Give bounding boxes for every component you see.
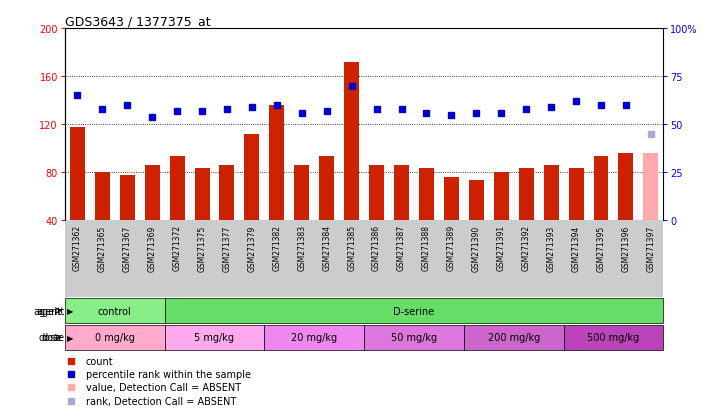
Text: GSM271379: GSM271379 <box>247 225 257 271</box>
Text: GSM271382: GSM271382 <box>273 225 281 271</box>
Bar <box>265 325 364 350</box>
Text: GSM271377: GSM271377 <box>223 225 231 271</box>
Text: count: count <box>86 356 113 366</box>
Bar <box>219 166 234 221</box>
Bar <box>344 62 359 221</box>
Bar <box>70 127 85 221</box>
Text: ▶: ▶ <box>67 333 74 342</box>
Text: GSM271390: GSM271390 <box>472 225 481 271</box>
Text: GSM271389: GSM271389 <box>447 225 456 271</box>
Bar <box>244 135 260 221</box>
Text: GSM271362: GSM271362 <box>73 225 82 271</box>
Text: GSM271391: GSM271391 <box>497 225 505 271</box>
Bar <box>564 325 663 350</box>
Bar <box>145 166 159 221</box>
Text: control: control <box>98 306 132 316</box>
Text: GDS3643 / 1377375_at: GDS3643 / 1377375_at <box>65 15 211 28</box>
Text: GSM271372: GSM271372 <box>172 225 182 271</box>
Text: GSM271383: GSM271383 <box>297 225 306 271</box>
Bar <box>270 106 284 221</box>
Text: GSM271387: GSM271387 <box>397 225 406 271</box>
Text: GSM271365: GSM271365 <box>98 225 107 271</box>
Text: GSM271369: GSM271369 <box>148 225 156 271</box>
Text: dose: dose <box>38 332 61 343</box>
Bar <box>419 168 434 221</box>
Text: 200 mg/kg: 200 mg/kg <box>487 332 540 343</box>
Text: GSM271392: GSM271392 <box>522 225 531 271</box>
Bar <box>619 154 634 221</box>
Text: D-serine: D-serine <box>394 306 435 316</box>
Text: 5 mg/kg: 5 mg/kg <box>195 332 234 343</box>
Bar <box>319 156 335 221</box>
Bar <box>544 166 559 221</box>
Text: 500 mg/kg: 500 mg/kg <box>588 332 640 343</box>
Text: 50 mg/kg: 50 mg/kg <box>391 332 437 343</box>
Bar <box>364 325 464 350</box>
Text: 0 mg/kg: 0 mg/kg <box>95 332 135 343</box>
Text: value, Detection Call = ABSENT: value, Detection Call = ABSENT <box>86 382 241 392</box>
Bar <box>464 325 564 350</box>
Bar <box>120 176 135 221</box>
Bar <box>65 299 164 323</box>
Text: GSM271386: GSM271386 <box>372 225 381 271</box>
Text: GSM271393: GSM271393 <box>547 225 556 271</box>
Bar <box>294 166 309 221</box>
Bar <box>195 168 210 221</box>
Bar <box>95 173 110 221</box>
Text: agent: agent <box>37 306 65 316</box>
Bar <box>164 299 663 323</box>
Text: GSM271385: GSM271385 <box>347 225 356 271</box>
Bar <box>444 178 459 221</box>
Text: GSM271394: GSM271394 <box>572 225 580 271</box>
Text: agent: agent <box>33 306 61 316</box>
Text: GSM271388: GSM271388 <box>422 225 431 271</box>
Text: GSM271395: GSM271395 <box>596 225 606 271</box>
Bar <box>394 166 409 221</box>
Bar <box>469 180 484 221</box>
Text: rank, Detection Call = ABSENT: rank, Detection Call = ABSENT <box>86 396 236 406</box>
Bar <box>164 325 265 350</box>
Bar <box>494 173 509 221</box>
Bar <box>169 156 185 221</box>
Text: GSM271375: GSM271375 <box>198 225 206 271</box>
Bar <box>65 325 164 350</box>
Text: GSM271397: GSM271397 <box>646 225 655 271</box>
Text: percentile rank within the sample: percentile rank within the sample <box>86 369 251 379</box>
Bar <box>369 166 384 221</box>
Bar <box>593 156 609 221</box>
Text: 20 mg/kg: 20 mg/kg <box>291 332 337 343</box>
Text: GSM271367: GSM271367 <box>123 225 132 271</box>
Text: dose: dose <box>42 332 65 343</box>
Bar <box>643 154 658 221</box>
Text: ▶: ▶ <box>67 306 74 315</box>
Text: GSM271396: GSM271396 <box>622 225 630 271</box>
Bar <box>518 168 534 221</box>
Bar <box>569 168 583 221</box>
Text: GSM271384: GSM271384 <box>322 225 331 271</box>
